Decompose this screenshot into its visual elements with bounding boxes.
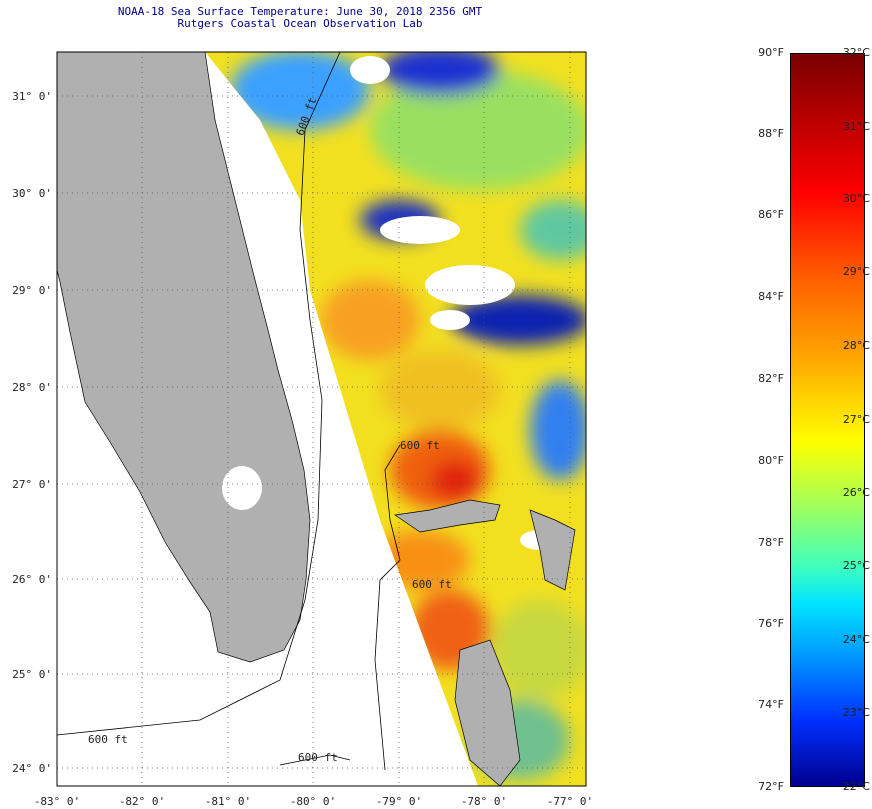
grand-bahama bbox=[394, 499, 501, 533]
abaco bbox=[529, 509, 576, 591]
f-label: 78°F bbox=[758, 536, 784, 549]
andros bbox=[454, 639, 521, 786]
lat-label: 26° 0' bbox=[12, 573, 52, 586]
lat-label: 29° 0' bbox=[12, 284, 52, 297]
map-frame bbox=[56, 51, 587, 787]
c-label: 22°C bbox=[842, 780, 870, 793]
c-label: 24°C bbox=[842, 633, 870, 646]
c-label: 30°C bbox=[842, 192, 870, 205]
longitude-labels: -83° 0' -82° 0' -81° 0' -80° 0' -79° 0' … bbox=[34, 795, 593, 808]
lat-label: 30° 0' bbox=[12, 187, 52, 200]
f-label: 90°F bbox=[758, 46, 784, 59]
contour-label: 600 ft bbox=[400, 439, 440, 452]
lat-label: 31° 0' bbox=[12, 90, 52, 103]
lat-label: 27° 0' bbox=[12, 478, 52, 491]
f-label: 80°F bbox=[758, 454, 784, 467]
f-label: 86°F bbox=[758, 208, 784, 221]
c-label: 29°C bbox=[842, 265, 870, 278]
f-label: 88°F bbox=[758, 127, 784, 140]
f-label: 74°F bbox=[758, 698, 784, 711]
lon-label: -83° 0' bbox=[34, 795, 80, 808]
c-label: 31°C bbox=[842, 120, 870, 133]
c-label: 32°C bbox=[842, 46, 870, 59]
c-label: 26°C bbox=[842, 486, 870, 499]
c-label: 27°C bbox=[842, 413, 870, 426]
lon-label: -78° 0' bbox=[461, 795, 507, 808]
lon-label: -81° 0' bbox=[205, 795, 251, 808]
f-label: 82°F bbox=[758, 372, 784, 385]
f-label: 84°F bbox=[758, 290, 784, 303]
contour-label: 600 ft bbox=[298, 751, 338, 764]
c-label: 28°C bbox=[842, 339, 870, 352]
lat-label: 25° 0' bbox=[12, 668, 52, 681]
graticule bbox=[57, 52, 586, 786]
latitude-labels: 31° 0' 30° 0' 29° 0' 28° 0' 27° 0' 26° 0… bbox=[12, 90, 52, 775]
f-label: 76°F bbox=[758, 617, 784, 630]
f-label: 72°F bbox=[758, 780, 784, 793]
lon-label: -79° 0' bbox=[376, 795, 422, 808]
c-label: 23°C bbox=[842, 706, 870, 719]
florida-peninsula bbox=[57, 52, 311, 663]
lon-label: -80° 0' bbox=[290, 795, 336, 808]
lon-label: -77° 0' bbox=[547, 795, 593, 808]
land bbox=[57, 52, 576, 786]
lon-label: -82° 0' bbox=[119, 795, 165, 808]
contour-label: 600 ft bbox=[412, 578, 452, 591]
lat-label: 28° 0' bbox=[12, 381, 52, 394]
lat-label: 24° 0' bbox=[12, 762, 52, 775]
depth-contours bbox=[57, 52, 401, 771]
lake-okeechobee bbox=[222, 466, 262, 510]
map-subtitle: Rutgers Coastal Ocean Observation Lab bbox=[177, 17, 423, 30]
c-label: 25°C bbox=[842, 559, 870, 572]
map-title: NOAA-18 Sea Surface Temperature: June 30… bbox=[117, 5, 483, 18]
contour-label: 600 ft bbox=[88, 733, 128, 746]
temperature-colorbar bbox=[790, 53, 865, 787]
